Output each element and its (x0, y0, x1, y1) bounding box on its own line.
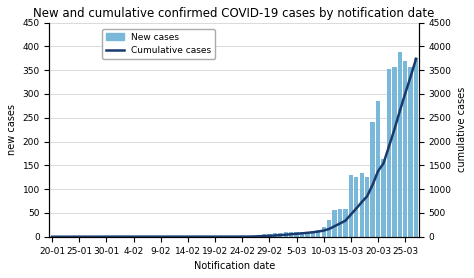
Bar (262, 234, 266, 237)
Bar (387, 69, 391, 237)
Bar (338, 209, 342, 237)
Bar (376, 101, 380, 237)
Bar (381, 159, 386, 237)
Bar (72, 236, 76, 237)
Bar (343, 209, 347, 237)
Bar (278, 233, 283, 237)
Bar (403, 61, 407, 237)
Bar (294, 232, 299, 237)
Legend: New cases, Cumulative cases: New cases, Cumulative cases (102, 29, 215, 59)
Y-axis label: cumulative cases: cumulative cases (457, 87, 467, 172)
Bar (414, 58, 418, 237)
Bar (321, 227, 326, 237)
Bar (104, 236, 109, 237)
Bar (251, 236, 255, 237)
Bar (240, 236, 245, 237)
Bar (256, 235, 261, 237)
X-axis label: Notification date: Notification date (193, 261, 275, 271)
Bar (332, 210, 337, 237)
Bar (310, 231, 315, 237)
Title: New and cumulative confirmed COVID-19 cases by notification date: New and cumulative confirmed COVID-19 ca… (34, 7, 435, 20)
Bar (398, 52, 402, 237)
Bar (365, 177, 369, 237)
Bar (300, 232, 304, 237)
Bar (360, 173, 364, 237)
Y-axis label: new cases: new cases (7, 104, 17, 155)
Bar (316, 230, 320, 237)
Bar (267, 234, 272, 237)
Bar (349, 175, 353, 237)
Bar (273, 234, 277, 237)
Bar (50, 236, 55, 237)
Bar (289, 232, 293, 237)
Bar (409, 67, 413, 237)
Bar (305, 232, 310, 237)
Bar (283, 232, 288, 237)
Bar (327, 220, 331, 237)
Bar (371, 123, 375, 237)
Bar (392, 67, 397, 237)
Bar (354, 177, 358, 237)
